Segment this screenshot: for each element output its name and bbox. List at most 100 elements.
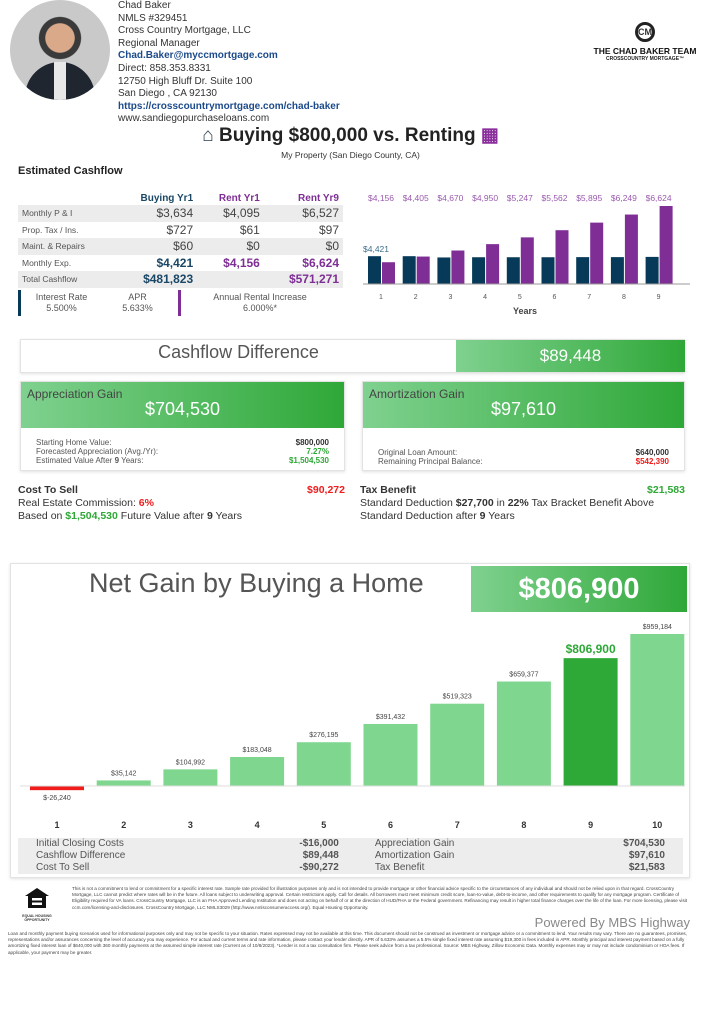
- rent-label: $5,247: [507, 193, 533, 203]
- bar-value-label: $276,195: [309, 732, 338, 739]
- cell: $6,527: [263, 205, 343, 222]
- amortization-value: $97,610: [490, 399, 557, 419]
- x-tick-label: 6: [553, 294, 557, 301]
- row-label: Maint. & Repairs: [18, 238, 115, 255]
- agent-address2: San Diego , CA 92130: [118, 88, 217, 100]
- net-gain-bar: [30, 786, 84, 791]
- x-tick-label: 8: [521, 820, 526, 830]
- cell: $61: [239, 222, 260, 237]
- monthly-expense-chart: $4,156 1 $4,405 2 $4,670 3 $4,950 4 $5,247 5 $5,56…: [363, 193, 690, 316]
- agent-name: Chad Baker: [118, 0, 171, 11]
- summary-label: Tax Benefit: [356, 862, 552, 874]
- agent-phone: Direct: 858.353.8331: [118, 62, 211, 74]
- cell: [197, 271, 264, 288]
- bar-value-label: $391,432: [376, 714, 405, 721]
- summary-label: Amortization Gain: [356, 850, 552, 862]
- x-tick-label: 2: [121, 820, 126, 830]
- bar-value-label: $806,900: [566, 642, 616, 656]
- agent-url-link[interactable]: https://crosscountrymortgage.com/chad-ba…: [118, 100, 340, 112]
- summary-row: Initial Closing Costs -$16,000 Appreciatio…: [18, 838, 683, 850]
- buy-bar: [541, 257, 555, 284]
- summary-table: Initial Closing Costs -$16,000 Appreciatio…: [18, 838, 683, 874]
- agent-site: www.sandiegopurchaseloans.com: [118, 113, 270, 125]
- cell: $6,624: [302, 255, 339, 270]
- cell: $60: [114, 238, 198, 255]
- fine-print: Loan and monthly payment buying scenario…: [8, 931, 687, 955]
- col-header: Rent Yr9: [298, 192, 339, 204]
- x-tick-label: 5: [518, 294, 522, 301]
- cashflow-table: Buying Yr1 Rent Yr1 Rent Yr9 Monthly P & I…: [18, 191, 343, 288]
- summary-row: Cost To Sell -$90,272 Tax Benefit $21,583: [18, 862, 683, 874]
- net-gain-card: Net Gain by Buying a Home $806,900: [10, 563, 690, 878]
- rent-bar: [486, 244, 500, 284]
- rent-label: $6,249: [611, 193, 637, 203]
- cashflow-difference-value: $89,448: [456, 340, 685, 372]
- x-tick-label: 10: [652, 820, 662, 830]
- net-gain-bar: [496, 681, 551, 786]
- table-row: Monthly Exp. $4,421 $4,156 $6,624: [18, 255, 343, 272]
- buy-bar: [402, 256, 416, 284]
- rent-bar: [520, 237, 534, 284]
- cell: $3,634: [114, 205, 198, 222]
- rent-bar: [590, 222, 604, 284]
- appreciation-value: $704,530: [144, 399, 221, 419]
- cell: $0: [197, 238, 264, 255]
- cashflow-difference-label: Cashflow Difference: [158, 342, 319, 362]
- bar-value-label: $959,184: [643, 624, 672, 631]
- rent-divider: [178, 290, 181, 316]
- team-logo: CM THE CHAD BAKER TEAM CROSSCOUNTRY MORT…: [590, 22, 700, 62]
- equal-housing-icon: [25, 888, 49, 908]
- bar-value-label: $104,992: [176, 759, 205, 766]
- x-tick-label: 8: [622, 294, 626, 301]
- rent-label: $5,562: [542, 193, 568, 203]
- summary-value: $704,530: [551, 838, 683, 850]
- buy-divider: [18, 290, 21, 316]
- agent-role: Regional Manager: [118, 37, 200, 49]
- x-tick-label: 1: [379, 294, 383, 301]
- x-tick-label: 6: [388, 820, 393, 830]
- net-gain-bar: [163, 769, 218, 786]
- x-tick-label: 1: [54, 820, 59, 830]
- buy-bar: [645, 256, 659, 284]
- rent-bar: [659, 206, 673, 284]
- cell: $97: [318, 222, 339, 237]
- cost-to-sell: Cost To Sell $90,272 Real Estate Commissi…: [18, 484, 345, 522]
- net-gain-bar: [296, 742, 351, 786]
- home-icon: ⌂: [202, 125, 214, 146]
- net-gain-bar: [230, 756, 285, 786]
- rent-label: $4,156: [368, 193, 394, 203]
- x-tick-label: 5: [321, 820, 326, 830]
- x-tick-label: 2: [414, 294, 418, 301]
- buy-bar: [610, 257, 624, 284]
- cashflow-difference-card: Cashflow Difference $89,448: [20, 339, 685, 373]
- cell: $727: [166, 222, 194, 237]
- cell: $0: [263, 238, 343, 255]
- agent-email-link[interactable]: Chad.Baker@myccmortgage.com: [118, 50, 278, 62]
- net-gain-bar: [430, 703, 485, 786]
- bar-value-label: $183,048: [242, 747, 271, 754]
- amortization-card: Amortization Gain $97,610 Original Loan …: [362, 381, 685, 471]
- bar-value-label: $35,142: [111, 770, 136, 777]
- agent-address1: 12750 High Bluff Dr. Suite 100: [118, 75, 253, 87]
- summary-label: Initial Closing Costs: [18, 838, 230, 850]
- buy-bar: [368, 256, 381, 284]
- powered-by: Powered By MBS Highway: [534, 915, 690, 930]
- summary-value: $89,448: [229, 850, 357, 862]
- buy-bar: [472, 257, 486, 284]
- cashflow-heading: Estimated Cashflow: [18, 165, 123, 177]
- rent-bar: [451, 250, 465, 284]
- cell: $4,156: [223, 255, 260, 270]
- rent-label: $5,895: [576, 193, 602, 203]
- logo-mark: CM: [635, 22, 655, 42]
- table-row: Prop. Tax / Ins. $727 $61 $97: [18, 222, 343, 239]
- x-tick-label: 3: [448, 294, 452, 301]
- agent-company: Cross Country Mortgage, LLC: [118, 25, 251, 37]
- rent-bar: [624, 214, 638, 284]
- cell: $481,823: [114, 271, 198, 288]
- bar-value-label: $659,377: [509, 672, 538, 679]
- net-gain-bar: [96, 780, 151, 786]
- col-header: Buying Yr1: [140, 192, 194, 204]
- summary-value: $21,583: [551, 862, 683, 874]
- col-header: Rent Yr1: [218, 192, 260, 204]
- interest-rate: Interest Rate 5.500%: [35, 292, 88, 313]
